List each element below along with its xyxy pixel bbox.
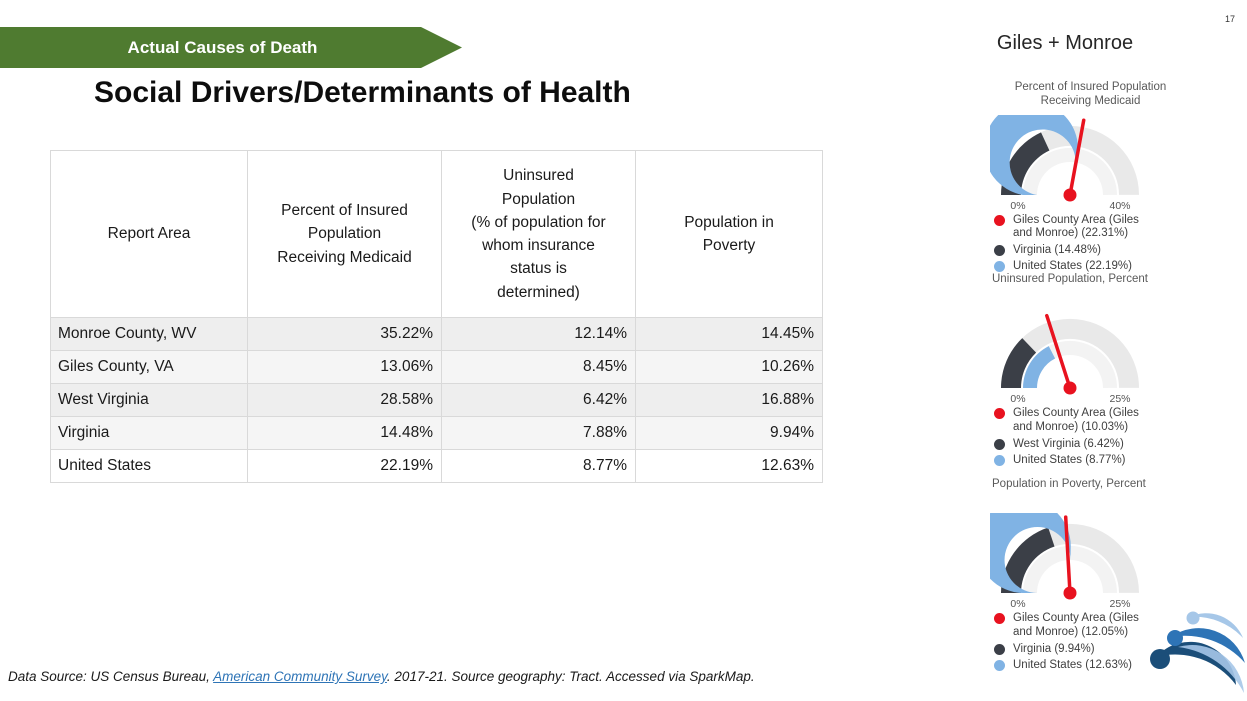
footer-text-suffix: . 2017-21. Source geography: Tract. Acce… <box>386 669 755 684</box>
banner-label: Actual Causes of Death <box>127 38 318 57</box>
legend-label: Giles County Area (Giles and Monroe) (22… <box>1013 213 1139 240</box>
legend-item: United States (22.19%) <box>994 260 1193 274</box>
table-cell: 7.88% <box>441 416 636 450</box>
legend-dot-icon <box>994 408 1005 420</box>
legend-dot-icon <box>994 438 1005 450</box>
table-cell: 14.48% <box>247 416 442 450</box>
gauge-legend: Giles County Area (Giles and Monroe) (12… <box>988 612 1193 672</box>
axis-max-label: 25% <box>1109 393 1130 405</box>
gauge-chart-1: Uninsured Population, Percent 0% 25% Giles … <box>988 272 1193 471</box>
table-cell: 14.45% <box>635 317 823 351</box>
table-cell: 12.63% <box>635 449 823 483</box>
legend-item: Giles County Area (Giles and Monroe) (12… <box>994 612 1193 639</box>
column-header: Population in Poverty <box>635 150 823 318</box>
gauge-dial: 0% 25% <box>1000 314 1139 405</box>
gauge-needle <box>1068 118 1086 197</box>
table-cell: 9.94% <box>635 416 823 450</box>
legend-dot-icon <box>994 261 1005 273</box>
gauge-needle <box>1045 314 1072 391</box>
report-area-heading: Giles + Monroe <box>996 32 1134 54</box>
gauge-legend: Giles County Area (Giles and Monroe) (22… <box>988 214 1193 274</box>
gauge-needle <box>1063 515 1072 596</box>
legend-item: Giles County Area (Giles and Monroe) (22… <box>994 214 1193 241</box>
logo-crescents <box>1150 611 1245 693</box>
sdoh-table: Report Area Percent of Insured Population… <box>50 150 823 483</box>
legend-label: Virginia (9.94%) <box>1013 642 1095 655</box>
section-banner-arrow <box>0 27 462 68</box>
sparkmap-logo <box>1150 611 1245 693</box>
column-header: Percent of Insured Population Receiving … <box>247 150 442 318</box>
table-row: Virginia 14.48% 7.88% 9.94% <box>50 416 823 450</box>
table-cell: 16.88% <box>635 383 823 417</box>
table-row: Monroe County, WV 35.22% 12.14% 14.45% <box>50 317 823 351</box>
legend-item: Virginia (9.94%) <box>994 643 1193 657</box>
arrow-shape <box>0 27 462 68</box>
column-header: Uninsured Population (% of population fo… <box>441 150 636 318</box>
table-cell: 12.14% <box>441 317 636 351</box>
table-cell: 8.77% <box>441 449 636 483</box>
legend-dot-icon <box>994 455 1005 467</box>
legend-item: United States (12.63%) <box>994 659 1193 673</box>
legend-item: West Virginia (6.42%) <box>994 438 1193 452</box>
gauge-title: Uninsured Population, Percent <box>992 273 1148 285</box>
legend-label: United States (8.77%) <box>1013 454 1126 467</box>
table-row: United States 22.19% 8.77% 12.63% <box>50 449 823 483</box>
gauge-title: Population in Poverty, Percent <box>992 478 1146 490</box>
legend-dot-icon <box>994 244 1005 256</box>
legend-label: Giles County Area (Giles and Monroe) (12… <box>1013 612 1139 638</box>
needle-pivot <box>1063 188 1077 202</box>
column-header: Report Area <box>50 150 248 318</box>
axis-min-label: 0% <box>1010 393 1025 405</box>
page-number: 17 <box>1224 14 1235 24</box>
needle-pivot <box>1063 381 1077 395</box>
axis-max-label: 25% <box>1109 598 1130 610</box>
row-label: Monroe County, WV <box>50 317 248 351</box>
table-cell: 6.42% <box>441 383 636 417</box>
legend-dot-icon <box>994 660 1005 672</box>
row-label: Giles County, VA <box>50 350 248 384</box>
legend-label: United States (22.19%) <box>1013 260 1132 273</box>
row-label: Virginia <box>50 416 248 450</box>
axis-min-label: 0% <box>1010 200 1025 212</box>
gauge-legend: Giles County Area (Giles and Monroe) (10… <box>988 407 1193 467</box>
legend-item: Virginia (14.48%) <box>994 244 1193 258</box>
data-source-footer: Data Source: US Census Bureau, American … <box>8 669 755 684</box>
table-row: Giles County, VA 13.06% 8.45% 10.26% <box>50 350 823 384</box>
table-cell: 8.45% <box>441 350 636 384</box>
row-label: West Virginia <box>50 383 248 417</box>
acs-link[interactable]: American Community Survey <box>213 669 387 684</box>
legend-label: Virginia (14.48%) <box>1013 243 1102 256</box>
legend-label: Giles County Area (Giles and Monroe) (10… <box>1013 407 1139 433</box>
legend-label: West Virginia (6.42%) <box>1013 437 1124 450</box>
slide-title: Social Drivers/Determinants of Health <box>94 76 631 109</box>
legend-item: United States (8.77%) <box>994 454 1193 468</box>
legend-dot-icon <box>994 613 1005 625</box>
legend-label: United States (12.63%) <box>1013 659 1132 672</box>
gauge-chart-2: Population in Poverty, Percent 0% 25% Giles… <box>988 477 1193 676</box>
gauge-chart-0: Percent of Insured Population Receiving … <box>988 80 1193 277</box>
gauge-title: Percent of Insured Population Receiving … <box>1014 81 1167 108</box>
gauge-dial: 0% 40% <box>990 114 1139 212</box>
table-cell: 35.22% <box>247 317 442 351</box>
table-cell: 28.58% <box>247 383 442 417</box>
needle-pivot <box>1063 586 1077 600</box>
axis-max-label: 40% <box>1109 200 1130 212</box>
table-header: Report Area Percent of Insured Population… <box>50 150 823 318</box>
gauge-dial: 0% 25% <box>990 513 1139 610</box>
table-cell: 13.06% <box>247 350 442 384</box>
row-label: United States <box>50 449 248 483</box>
footer-text-prefix: Data Source: US Census Bureau, <box>8 669 214 684</box>
legend-dot-icon <box>994 214 1005 226</box>
legend-dot-icon <box>994 643 1005 655</box>
table-cell: 10.26% <box>635 350 823 384</box>
axis-min-label: 0% <box>1010 598 1025 610</box>
table-cell: 22.19% <box>247 449 442 483</box>
legend-item: Giles County Area (Giles and Monroe) (10… <box>994 407 1193 434</box>
table-row: West Virginia 28.58% 6.42% 16.88% <box>50 383 823 417</box>
